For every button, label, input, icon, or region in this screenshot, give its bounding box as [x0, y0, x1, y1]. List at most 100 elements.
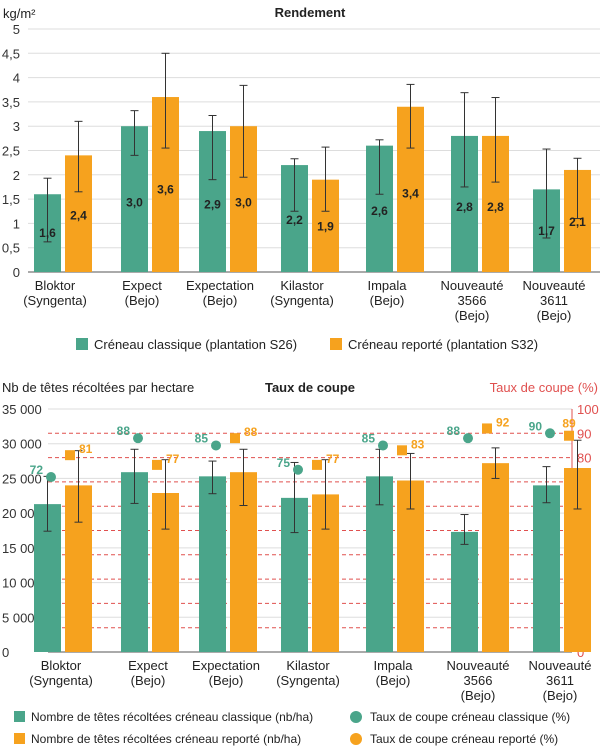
chart-title: Rendement [275, 5, 346, 20]
x-tick-label: (Bejo) [131, 673, 166, 688]
taux-reporte-point [65, 450, 75, 461]
taux-classique-point [133, 433, 143, 444]
x-tick-label: (Bejo) [203, 293, 238, 308]
data-label: 2,9 [204, 198, 221, 212]
x-tick-label: (Bejo) [455, 308, 490, 323]
taux-classique-label: 90 [529, 419, 543, 433]
data-label: 2,1 [569, 215, 586, 229]
x-tick-label: Kilastor [286, 658, 330, 673]
x-tick-label: (Bejo) [209, 673, 244, 688]
y-tick-label: 1,5 [2, 192, 20, 207]
bar [451, 531, 478, 652]
legend-label: Créneau classique (plantation S26) [94, 337, 297, 352]
data-label: 2,8 [487, 200, 504, 214]
taux-reporte-label: 81 [79, 442, 93, 456]
legend-swatch [14, 711, 25, 722]
x-tick-label: (Syngenta) [23, 293, 87, 308]
x-tick-label: Bloktor [41, 658, 82, 673]
y-tick-label: 15 000 [2, 541, 42, 556]
bar [199, 476, 226, 652]
x-tick-label: Expect [122, 278, 162, 293]
x-tick-label: Expectation [192, 658, 260, 673]
x-tick-label: (Bejo) [370, 293, 405, 308]
x-tick-label: Impala [373, 658, 413, 673]
taux-classique-point [545, 428, 555, 439]
x-tick-label: (Bejo) [125, 293, 160, 308]
taux-reporte-label: 77 [166, 452, 180, 466]
taux-classique-point [211, 440, 221, 451]
taux-classique-point [293, 464, 303, 475]
data-label: 2,2 [286, 213, 303, 227]
y-tick-label: 0,5 [2, 241, 20, 256]
taux-reporte-point [152, 459, 162, 470]
bar [533, 485, 560, 652]
legend-swatch [350, 733, 362, 745]
y-tick-label: 35 000 [2, 402, 42, 417]
legend-swatch [76, 338, 88, 350]
data-label: 2,6 [371, 204, 388, 218]
legend-swatch [330, 338, 342, 350]
data-label: 3,0 [235, 195, 252, 209]
x-tick-label: (Syngenta) [270, 293, 334, 308]
x-tick-label: Nouveauté [441, 278, 504, 293]
y2-tick-label: 0 [577, 645, 584, 660]
data-label: 1,7 [538, 224, 555, 238]
taux-reporte-point [564, 430, 574, 441]
y2-tick-label: 80 [577, 451, 591, 466]
x-tick-label: 3566 [458, 293, 487, 308]
legend-label: Nombre de têtes récoltées créneau report… [31, 732, 301, 746]
taux-reporte-point [482, 423, 492, 434]
taux-reporte-point [230, 433, 240, 444]
y-tick-label: 3,5 [2, 95, 20, 110]
taux-classique-label: 88 [447, 424, 461, 438]
y-axis-label: Nb de têtes récoltées par hectare [2, 380, 194, 395]
y2-axis-label: Taux de coupe (%) [490, 380, 598, 395]
taux-classique-label: 75 [277, 456, 291, 470]
x-tick-label: 3611 [540, 293, 568, 308]
y-tick-label: 30 000 [2, 437, 42, 452]
y-tick-label: 4,5 [2, 46, 20, 61]
data-label: 2,4 [70, 209, 87, 223]
taux-classique-label: 85 [195, 431, 209, 445]
y-tick-label: 4 [13, 71, 20, 86]
x-tick-label: (Bejo) [537, 308, 572, 323]
x-tick-label: Impala [367, 278, 407, 293]
x-tick-label: Nouveauté [523, 278, 586, 293]
taux-reporte-label: 92 [496, 415, 510, 429]
legend-label: Taux de coupe créneau reporté (%) [370, 732, 558, 746]
x-tick-label: Bloktor [35, 278, 76, 293]
y-tick-label: 2 [13, 168, 20, 183]
x-tick-label: (Bejo) [376, 673, 411, 688]
taux-reporte-label: 89 [562, 417, 576, 431]
legend-label: Taux de coupe créneau classique (%) [370, 710, 570, 724]
x-tick-label: Expect [128, 658, 168, 673]
y-tick-label: 20 000 [2, 506, 42, 521]
x-tick-label: 3611 [546, 673, 574, 688]
legend-swatch [14, 733, 25, 744]
x-tick-label: Nouveauté [529, 658, 592, 673]
data-label: 3,0 [126, 195, 143, 209]
bar [482, 463, 509, 652]
taux-classique-label: 85 [362, 431, 376, 445]
y2-tick-label: 90 [577, 426, 591, 441]
taux-reporte-label: 77 [326, 452, 340, 466]
legend-label: Nombre de têtes récoltées créneau classi… [31, 710, 313, 724]
x-tick-label: (Bejo) [543, 688, 578, 703]
taux-reporte-point [397, 445, 407, 456]
y-tick-label: 25 000 [2, 471, 42, 486]
y-tick-label: 5 [13, 22, 20, 37]
data-label: 2,8 [456, 200, 473, 214]
x-tick-label: 3566 [464, 673, 493, 688]
y-tick-label: 5 000 [2, 610, 35, 625]
y-tick-label: 2,5 [2, 144, 20, 159]
taux-classique-point [46, 472, 56, 483]
x-tick-label: Expectation [186, 278, 254, 293]
data-label: 1,6 [39, 226, 56, 240]
y-tick-label: 3 [13, 119, 20, 134]
taux-reporte-label: 83 [411, 437, 425, 451]
legend-swatch [350, 711, 362, 723]
x-tick-label: (Bejo) [461, 688, 496, 703]
y-tick-label: 1 [13, 216, 20, 231]
